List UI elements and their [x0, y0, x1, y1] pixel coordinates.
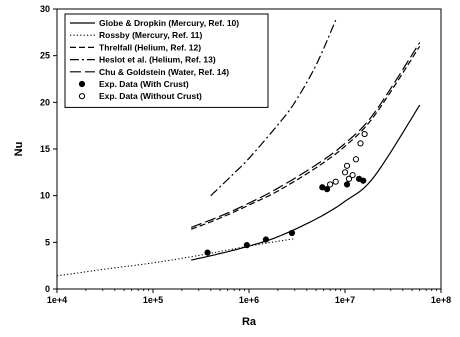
legend-label: Chu & Goldstein (Water, Ref. 14) [99, 67, 229, 77]
y-tick-label: 30 [40, 4, 50, 14]
x-tick-label: 1e+8 [431, 295, 451, 305]
series-rossby-mercury-ref-11 [56, 238, 295, 277]
x-tick-label: 1e+5 [143, 295, 163, 305]
legend-entry: Heslot et al. (Helium, Ref. 13) [70, 55, 216, 65]
data-point-without-crust [332, 178, 339, 185]
legend-label: Globe & Dropkin (Mercury, Ref. 10) [99, 18, 239, 28]
y-tick-label: 20 [40, 97, 50, 107]
data-point-with-crust [323, 186, 331, 193]
legend-label: Threlfall (Helium, Ref. 12) [99, 42, 201, 52]
data-point-without-crust [327, 181, 334, 188]
x-tick-label: 1e+6 [239, 295, 259, 305]
series-line [190, 42, 421, 228]
legend: Globe & Dropkin (Mercury, Ref. 10) Rossby… [64, 13, 269, 108]
series-globe-dropkin-mercury-ref-10 [191, 104, 421, 261]
data-point-without-crust [361, 130, 368, 138]
series-exp-data-with-crust [204, 175, 367, 256]
legend-entry: Exp. Data (Without Crust) [78, 91, 202, 101]
y-axis-title: Nu [13, 142, 25, 157]
series-group [56, 19, 421, 277]
data-point-without-crust [343, 162, 351, 169]
legend-box [64, 13, 269, 108]
data-point-without-crust [352, 156, 360, 163]
y-tick-label: 15 [40, 144, 50, 154]
legend-entry: Chu & Goldstein (Water, Ref. 14) [70, 67, 229, 77]
data-point-with-crust [262, 236, 270, 243]
y-tick-label: 25 [40, 51, 50, 61]
x-tick-label: 1e+7 [335, 295, 355, 305]
legend-label: Rossby (Mercury, Ref. 11) [99, 30, 202, 40]
series-exp-data-without-crust [327, 130, 368, 188]
legend-marker [78, 80, 86, 88]
series-line [191, 104, 421, 261]
data-point-without-crust [345, 175, 353, 182]
y-tick-label: 10 [40, 191, 50, 201]
series-threlfall-helium-ref-12 [190, 45, 421, 230]
y-tick-label: 0 [45, 284, 50, 294]
legend-marker [78, 93, 86, 100]
series-heslot-et-al-helium-ref-13 [210, 19, 337, 197]
legend-label: Exp. Data (With Crust) [99, 79, 189, 89]
series-line [190, 45, 421, 230]
data-point-with-crust [204, 249, 211, 256]
legend-entry: Rossby (Mercury, Ref. 11) [70, 30, 202, 40]
legend-entry: Exp. Data (With Crust) [78, 79, 189, 89]
data-point-without-crust [349, 172, 356, 179]
data-point-with-crust [288, 229, 296, 237]
y-tick-label: 5 [45, 237, 50, 247]
series-line [210, 19, 337, 197]
axis-ticks: 1e+4 1e+5 1e+6 1e+7 1e+8 0 5 10 15 20 25 30 [40, 4, 451, 305]
data-point-with-crust [343, 181, 351, 188]
data-point-without-crust [341, 169, 349, 176]
series-chu-goldstein-water-ref-14 [190, 42, 421, 228]
data-point-without-crust [357, 140, 364, 147]
series-line [56, 238, 295, 277]
legend-label: Exp. Data (Without Crust) [99, 91, 202, 101]
legend-entry: Globe & Dropkin (Mercury, Ref. 10) [70, 18, 239, 28]
data-point-with-crust [360, 177, 367, 184]
x-tick-label: 1e+4 [47, 295, 67, 305]
data-point-with-crust [243, 242, 250, 249]
legend-entry: Threlfall (Helium, Ref. 12) [70, 42, 201, 52]
x-axis-title: Ra [242, 316, 257, 328]
legend-label: Heslot et al. (Helium, Ref. 13) [99, 55, 216, 65]
